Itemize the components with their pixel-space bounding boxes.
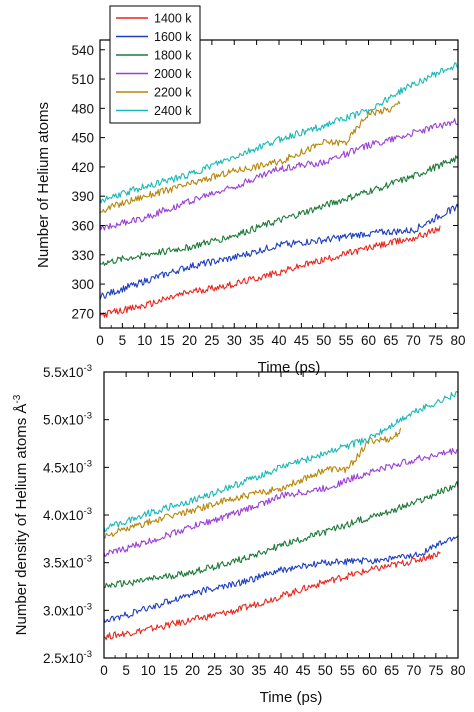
x-tick-label: 65 bbox=[384, 663, 399, 678]
x-tick-label: 40 bbox=[271, 333, 286, 348]
x-tick-label: 15 bbox=[160, 333, 175, 348]
y-tick-label: 2.5x10-3 bbox=[43, 649, 92, 666]
y-tick-label: 270 bbox=[71, 306, 94, 321]
y-tick-label: 3.0x10-3 bbox=[43, 601, 92, 618]
x-tick-label: 55 bbox=[340, 663, 355, 678]
x-tick-label: 70 bbox=[406, 333, 421, 348]
x-tick-label: 5 bbox=[119, 333, 127, 348]
series-line-1800-k bbox=[99, 155, 459, 266]
y-tick-label: 5.0x10-3 bbox=[43, 411, 92, 428]
x-tick-label: 0 bbox=[100, 663, 108, 678]
y-axis-title: Number density of Helium atoms Å-3 bbox=[12, 394, 30, 635]
legend-label: 2200 k bbox=[154, 86, 192, 100]
y-tick-label: 390 bbox=[71, 189, 94, 204]
x-tick-label: 25 bbox=[207, 663, 222, 678]
x-tick-label: 30 bbox=[227, 333, 242, 348]
chart-panel-2: 0 5 10 15 20 25 30 35 40 45 50 55 60 65 70 75 80 2.5x10-3… bbox=[12, 363, 466, 706]
x-tick-label: 65 bbox=[383, 333, 398, 348]
series-line-2200-k bbox=[103, 427, 402, 539]
y-tick-label: 480 bbox=[71, 101, 94, 116]
series-line-1600-k bbox=[103, 535, 459, 623]
x-tick-label: 50 bbox=[316, 333, 331, 348]
x-tick-label: 40 bbox=[273, 663, 288, 678]
x-tick-label: 20 bbox=[185, 663, 200, 678]
series-line-1400-k bbox=[103, 551, 441, 641]
legend-label: 1600 k bbox=[154, 30, 192, 44]
legend-box bbox=[109, 5, 201, 124]
plot-frame bbox=[103, 371, 459, 659]
y-tick-label: 3.5x10-3 bbox=[43, 554, 92, 571]
y-tick-label: 4.0x10-3 bbox=[43, 506, 92, 523]
x-tick-label: 70 bbox=[406, 663, 421, 678]
x-tick-label: 80 bbox=[450, 663, 465, 678]
y-tick-label: 360 bbox=[71, 218, 94, 233]
chart-panel-1: 0 5 10 15 20 25 30 35 40 45 50 55 60 65 70 75 8027030033… bbox=[35, 5, 466, 376]
y-tick-label: 330 bbox=[71, 248, 94, 263]
x-tick-label: 45 bbox=[296, 663, 311, 678]
x-tick-label: 55 bbox=[339, 333, 354, 348]
series-line-2000-k bbox=[103, 448, 459, 558]
y-tick-label: 4.5x10-3 bbox=[43, 458, 92, 475]
x-tick-label: 35 bbox=[251, 663, 266, 678]
y-tick-label: 510 bbox=[71, 72, 94, 87]
legend-label: 1400 k bbox=[154, 12, 192, 26]
x-tick-label: 5 bbox=[122, 663, 130, 678]
x-tick-label: 35 bbox=[249, 333, 264, 348]
y-tick-label: 300 bbox=[71, 277, 94, 292]
x-tick-label: 10 bbox=[141, 663, 156, 678]
series-line-1600-k bbox=[99, 203, 459, 301]
x-tick-label: 0 bbox=[96, 333, 104, 348]
x-tick-label: 80 bbox=[450, 333, 465, 348]
y-tick-label: 540 bbox=[71, 43, 94, 58]
x-tick-label: 20 bbox=[182, 333, 197, 348]
legend-label: 2000 k bbox=[154, 67, 192, 81]
series-line-1400-k bbox=[99, 225, 441, 318]
x-axis-title: Time (ps) bbox=[258, 359, 321, 376]
x-tick-label: 75 bbox=[428, 333, 443, 348]
x-tick-label: 10 bbox=[137, 333, 152, 348]
x-tick-label: 60 bbox=[361, 333, 376, 348]
series-line-1800-k bbox=[103, 481, 459, 589]
x-axis-title: Time (ps) bbox=[260, 689, 323, 706]
legend-label: 1800 k bbox=[154, 49, 192, 63]
legend: 1400 k 1600 k 1800 k 2000 k 2200 k 2400 k bbox=[109, 5, 201, 124]
x-tick-label: 50 bbox=[318, 663, 333, 678]
y-tick-label: 450 bbox=[71, 131, 94, 146]
series-line-2200-k bbox=[99, 100, 401, 213]
x-tick-label: 15 bbox=[163, 663, 178, 678]
x-tick-label: 75 bbox=[428, 663, 443, 678]
y-axis-title: Number of Helium atoms bbox=[35, 102, 52, 268]
x-tick-label: 30 bbox=[229, 663, 244, 678]
series-line-2400-k bbox=[99, 62, 459, 204]
series-line-2000-k bbox=[99, 118, 459, 231]
y-tick-label: 5.5x10-3 bbox=[43, 363, 92, 380]
x-tick-label: 25 bbox=[204, 333, 219, 348]
legend-label: 2400 k bbox=[154, 104, 192, 118]
series-line-2400-k bbox=[103, 390, 459, 533]
y-tick-label: 420 bbox=[71, 160, 94, 175]
x-tick-label: 45 bbox=[294, 333, 309, 348]
x-tick-label: 60 bbox=[362, 663, 377, 678]
